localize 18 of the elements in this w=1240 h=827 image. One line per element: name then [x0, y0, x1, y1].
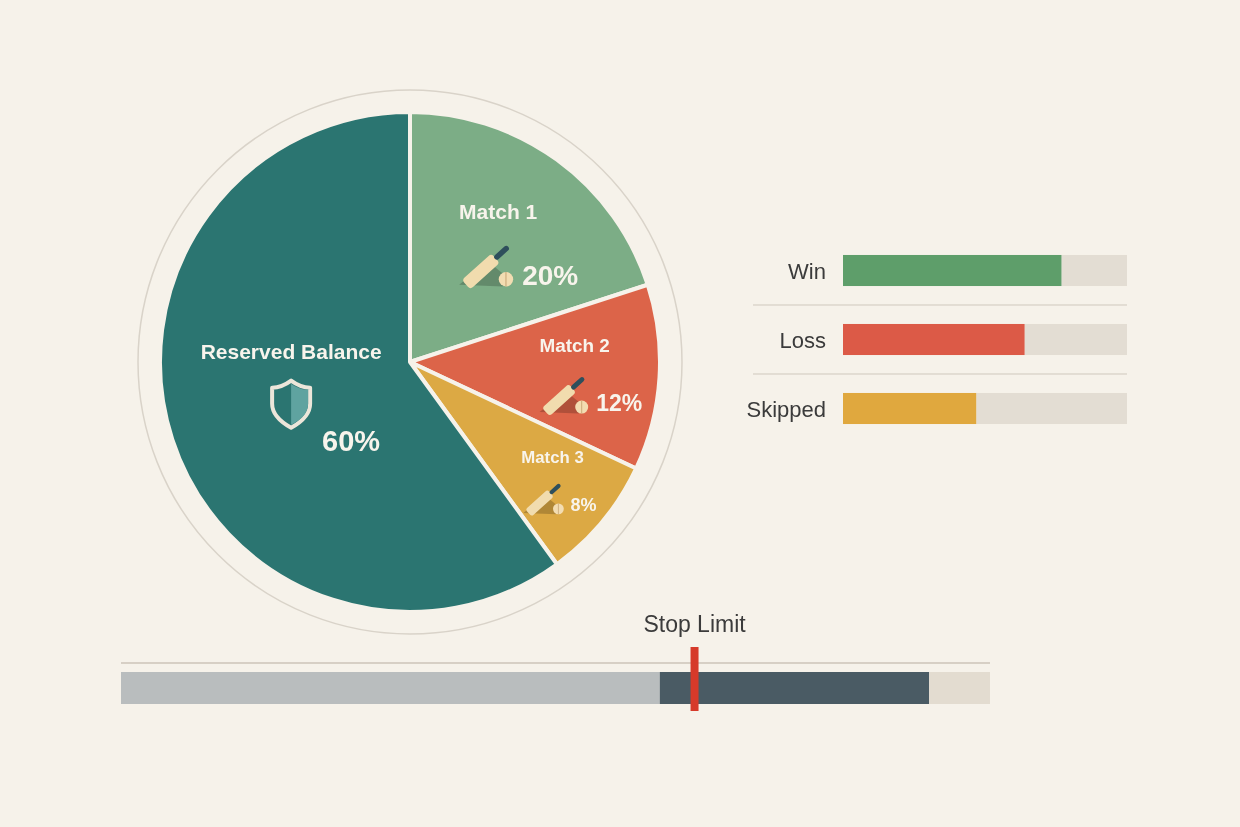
data-label: 20% [522, 259, 579, 291]
data-label: 12% [596, 389, 643, 416]
bar [843, 323, 1025, 356]
bar [1061, 254, 1127, 287]
data-label: 8% [570, 495, 597, 516]
ref-line-label: Stop Limit [643, 611, 747, 637]
y-tick-label: Loss [779, 327, 826, 352]
data-label: 60% [322, 424, 381, 457]
bar [1024, 323, 1127, 356]
bar [843, 254, 1062, 287]
slice-label: Match 2 [539, 334, 610, 356]
bar [976, 392, 1127, 425]
slice-label: Match 3 [521, 447, 584, 467]
y-tick-label: Win [788, 258, 826, 283]
slice-label: Reserved Balance [200, 339, 382, 363]
slice-label: Match 1 [459, 199, 538, 223]
bar [843, 392, 977, 425]
y-tick-label: Skipped [746, 396, 826, 421]
